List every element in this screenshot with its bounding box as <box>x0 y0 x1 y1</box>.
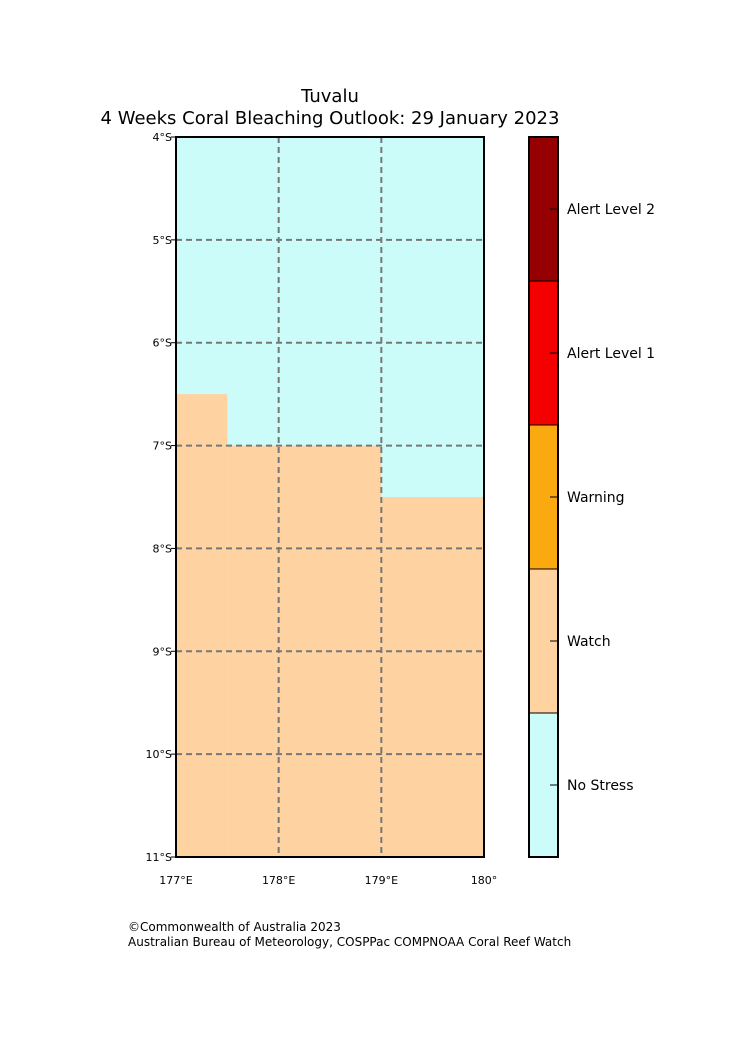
map-title: Tuvalu 4 Weeks Coral Bleaching Outlook: … <box>80 86 580 130</box>
map-axis-ticks: 4°S 5°S 6°S 7°S 8°S 9°S 10°S 11°S 177°E 178°E 179°… <box>146 131 498 887</box>
region-watch-0 <box>176 394 228 857</box>
colorbar-label-alert-level-2: Alert Level 2 <box>567 202 655 218</box>
map-gridlines <box>176 137 484 857</box>
lat-tick-label: 11°S <box>146 851 172 864</box>
lat-tick-label: 9°S <box>153 645 172 658</box>
map-title-line2: 4 Weeks Coral Bleaching Outlook: 29 Janu… <box>100 108 560 129</box>
copyright-text: ©Commonwealth of Australia 2023 <box>128 920 341 934</box>
colorbar-label-warning: Warning <box>567 490 625 506</box>
lat-tick-label: 4°S <box>153 131 172 144</box>
lon-tick-label: 177°E <box>159 874 192 887</box>
lon-tick-label: 178°E <box>262 874 295 887</box>
lat-tick-label: 10°S <box>146 748 172 761</box>
colorbar-label-watch: Watch <box>567 634 611 650</box>
map-regions <box>176 137 484 857</box>
colorbar-label-alert-level-1: Alert Level 1 <box>567 346 655 362</box>
map-frame <box>175 136 485 858</box>
region-watch-1 <box>227 445 382 857</box>
lat-tick-label: 7°S <box>153 440 172 453</box>
region-watch-2 <box>381 497 484 857</box>
colorbar-label-no-stress: No Stress <box>567 778 634 794</box>
colorbar-frame <box>528 136 559 858</box>
lon-tick-label: 180° <box>471 874 498 887</box>
credits-text: Australian Bureau of Meteorology, COSPPa… <box>128 935 572 949</box>
lat-tick-label: 5°S <box>153 234 172 247</box>
lon-tick-label: 179°E <box>365 874 398 887</box>
footer-credits: ©Commonwealth of Australia 2023 Australi… <box>128 920 571 950</box>
lat-tick-label: 6°S <box>153 337 172 350</box>
map-title-line1: Tuvalu <box>301 86 359 107</box>
lat-tick-label: 8°S <box>153 542 172 555</box>
colorbar-legend: No Stress Watch Warning Alert Level 1 Alert … <box>528 136 655 858</box>
